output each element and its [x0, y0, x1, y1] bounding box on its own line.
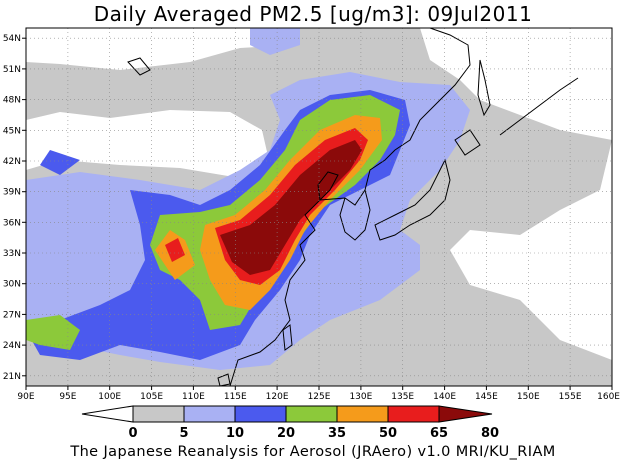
lon-label-90e: 90E: [17, 392, 34, 402]
lon-label-110e: 110E: [182, 392, 205, 402]
lon-label-135e: 135E: [391, 392, 414, 402]
coastline-japan-hokkaido: [454, 129, 481, 156]
map-ticks: [22, 37, 613, 390]
concentration-field: [26, 28, 612, 386]
contour-red: [165, 238, 185, 262]
colorbar-bin-0-5: [81, 405, 134, 423]
coastline-hainan: [217, 373, 231, 386]
coastline-taiwan: [282, 324, 293, 351]
colorbar-bin-10-20: [183, 405, 236, 423]
lat-label-39n: 39N: [3, 188, 21, 198]
contour-lightblue-north: [250, 28, 300, 55]
colorbar-bin-above-80: [438, 405, 493, 423]
lon-label-95e: 95E: [59, 392, 76, 402]
map-title: Daily Averaged PM2.5 [ug/m3]: 09Jul2011: [93, 2, 533, 26]
colorbar: 0 5 10 20 35 50 65 80: [81, 405, 499, 441]
coastlines: [127, 28, 579, 386]
lat-label-33n: 33N: [3, 249, 21, 259]
lon-label-160e: 160E: [597, 392, 620, 402]
lat-label-42n: 42N: [3, 157, 21, 167]
contour-blue: [40, 150, 80, 175]
lon-label-120e: 120E: [266, 392, 289, 402]
colorbar-label-0: 0: [128, 426, 137, 441]
colorbar-label-50: 50: [379, 426, 397, 441]
coastline-korea: [339, 189, 371, 241]
lon-label-145e: 145E: [475, 392, 498, 402]
lon-label-125e: 125E: [308, 392, 331, 402]
colorbar-bin-50-65: [336, 405, 389, 423]
lat-label-27n: 27N: [3, 310, 21, 320]
lat-label-48n: 48N: [3, 96, 21, 106]
colorbar-bin-20-35: [234, 405, 287, 423]
lon-label-140e: 140E: [433, 392, 456, 402]
lat-label-36n: 36N: [3, 218, 21, 228]
coastline-japan-honshu: [374, 158, 451, 241]
lat-label-21n: 21N: [3, 372, 21, 382]
lat-label-24n: 24N: [3, 341, 21, 351]
coastline-kurils: [499, 77, 579, 136]
colorbar-bin-35-50: [285, 405, 338, 423]
lat-label-45n: 45N: [3, 126, 21, 136]
lon-label-130e: 130E: [349, 392, 372, 402]
colorbar-label-10: 10: [226, 426, 244, 441]
lon-label-100e: 100E: [98, 392, 121, 402]
coastline-bohai: [317, 171, 339, 202]
lat-label-30n: 30N: [3, 280, 21, 290]
colorbar-label-5: 5: [179, 426, 188, 441]
lon-label-155e: 155E: [559, 392, 582, 402]
lat-label-51n: 51N: [3, 65, 21, 75]
coastline-sakhalin: [477, 59, 491, 117]
latitude-labels: 21N 24N 27N 30N 33N 36N 39N 42N 45N 48N …: [3, 34, 21, 382]
lon-label-115e: 115E: [224, 392, 247, 402]
longitude-labels: 90E 95E 100E 105E 110E 115E 120E 125E 13…: [17, 392, 620, 402]
colorbar-label-65: 65: [430, 426, 448, 441]
coastline-asia: [229, 28, 471, 386]
lon-label-150e: 150E: [517, 392, 540, 402]
lat-label-54n: 54N: [3, 34, 21, 44]
colorbar-label-80: 80: [481, 426, 499, 441]
contour-green-sw: [26, 315, 80, 350]
data-credit: The Japanese Reanalysis for Aerosol (JRA…: [70, 444, 556, 460]
colorbar-bin-65-80: [387, 405, 440, 423]
colorbar-label-20: 20: [277, 426, 295, 441]
colorbar-label-35: 35: [328, 426, 346, 441]
colorbar-bin-5-10: [132, 405, 185, 423]
clean-air-region-east: [420, 28, 612, 360]
coastline-lake-baikal: [127, 57, 151, 76]
lon-label-105e: 105E: [140, 392, 163, 402]
map-gridlines: [26, 28, 612, 386]
